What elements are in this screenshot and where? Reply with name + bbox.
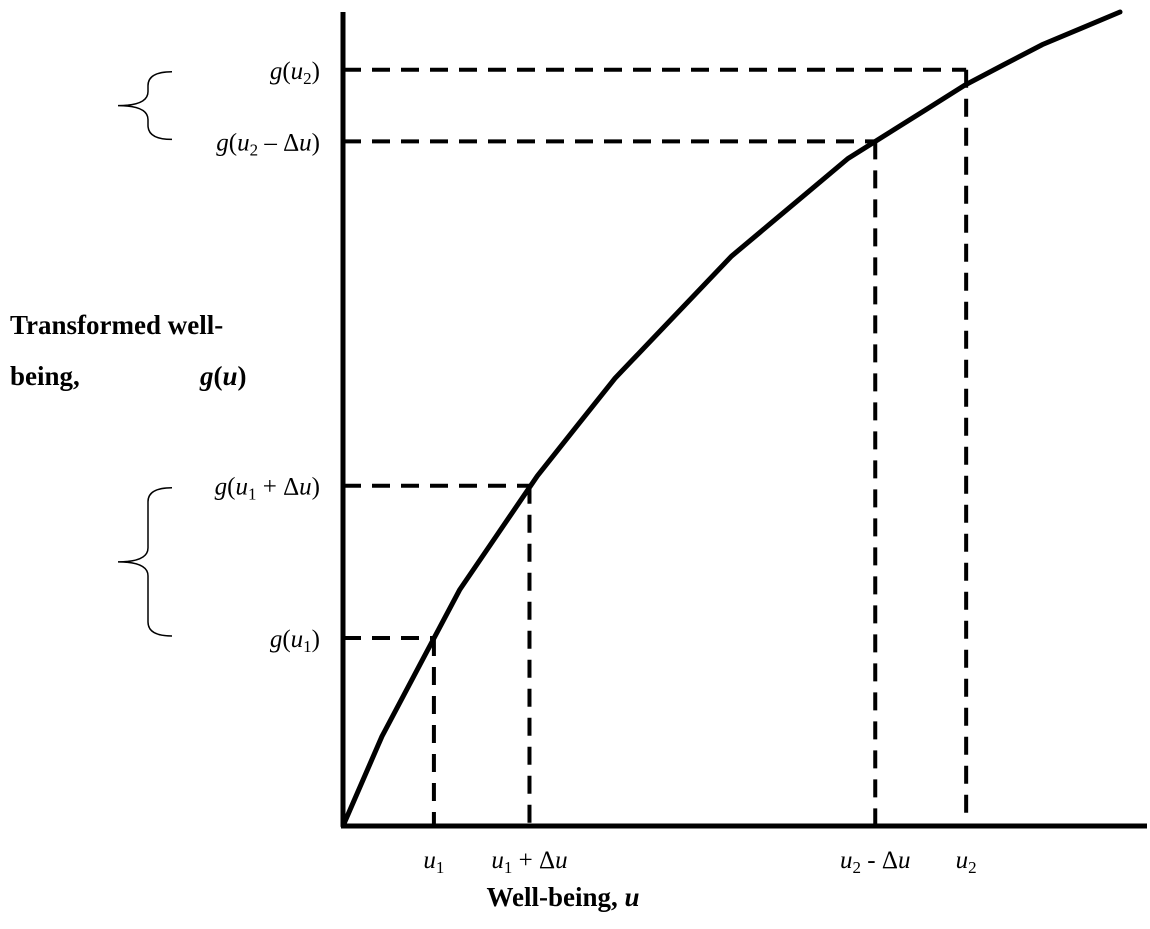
x-tick-label-2: u2 - Δu — [840, 847, 910, 877]
y-axis-title-line2: being, — [10, 361, 80, 391]
y-tick-label-1: g(u1 + Δu) — [215, 474, 320, 504]
dashed-guides — [343, 67, 969, 826]
brace-0 — [117, 71, 173, 141]
y-tick-label-0: g(u1) — [270, 626, 320, 656]
y-tick-label-2: g(u2 – Δu) — [216, 129, 320, 159]
tick-labels: g(u1) u1 g(u1 + Δu) u1 + Δu g(u2 – Δu) u2 - Δ… — [215, 58, 977, 877]
curve-line — [340, 9, 1123, 829]
x-axis-title: Well-being, u — [486, 882, 639, 912]
y-axis-title-line1: Transformed well- — [10, 310, 223, 340]
braces — [117, 71, 173, 637]
x-tick-label-1: u1 + Δu — [491, 847, 567, 877]
y-axis-title-variable: g(u) — [199, 361, 247, 391]
brace-1 — [117, 486, 173, 637]
x-tick-label-0: u1 — [423, 847, 444, 877]
x-tick-label-3: u2 — [956, 847, 977, 877]
y-tick-label-3: g(u2) — [270, 58, 320, 88]
